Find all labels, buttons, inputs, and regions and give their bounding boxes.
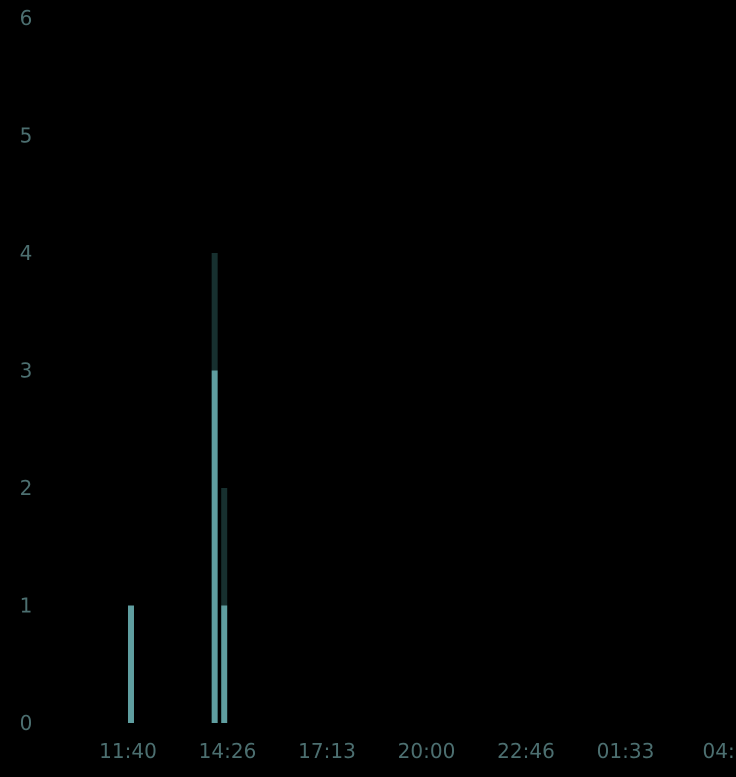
- x-tick-label: 20:00: [398, 739, 456, 763]
- y-tick-label: 5: [20, 124, 33, 148]
- y-tick-label: 4: [20, 241, 33, 265]
- y-axis-tick-labels: 0 1 2 3 4 5 6: [20, 6, 33, 735]
- x-tick-label: 14:26: [199, 739, 257, 763]
- x-axis-tick-labels: 11:40 14:26 17:13 20:00 22:46 01:33 04:2: [99, 739, 736, 763]
- bar: [221, 605, 228, 723]
- y-tick-label: 1: [20, 594, 33, 618]
- y-tick-label: 2: [20, 476, 33, 500]
- y-tick-label: 6: [20, 6, 33, 30]
- x-tick-label: 01:33: [597, 739, 655, 763]
- bar-dim-segment: [221, 488, 228, 606]
- x-tick-label: 17:13: [298, 739, 356, 763]
- y-tick-label: 0: [20, 711, 33, 735]
- x-tick-label: 11:40: [99, 739, 157, 763]
- y-tick-label: 3: [20, 359, 33, 383]
- bar-dim-segment: [211, 253, 218, 371]
- bar: [127, 605, 134, 723]
- bars-group: [127, 253, 228, 723]
- bar: [211, 370, 218, 723]
- x-tick-label: 22:46: [497, 739, 555, 763]
- x-tick-label: 04:2: [703, 739, 736, 763]
